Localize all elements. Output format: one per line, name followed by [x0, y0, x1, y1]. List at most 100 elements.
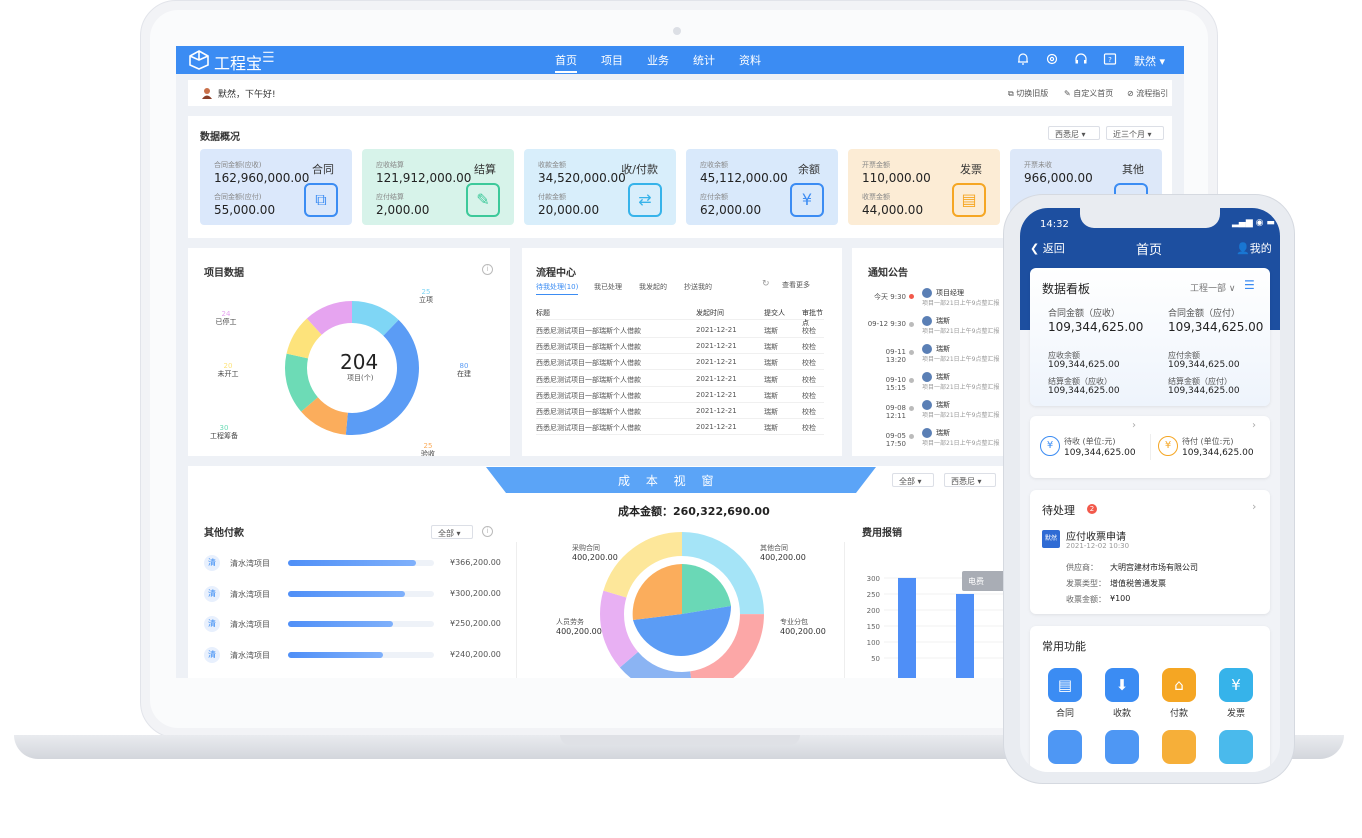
table-row[interactable]: 西悉尼测试项目一部瑞斯个人借款 2021-12-21 瑞斯 校检: [536, 322, 824, 338]
nav-statistics[interactable]: 统计: [693, 54, 715, 67]
stat-card-3[interactable]: 余额 应收余额 45,112,000.00 应付余额 62,000.00 ¥: [686, 149, 838, 225]
tab-cc[interactable]: 抄送我的: [684, 283, 712, 291]
function-icon[interactable]: [1219, 730, 1253, 764]
stat-card-4[interactable]: 发票 开票金额 110,000.00 收票金额 44,000.00 ▤: [848, 149, 1000, 225]
stat-card-label: 应收结算: [376, 161, 404, 169]
notice-text[interactable]: 项目一部21日上午9点整汇报: [922, 300, 1000, 307]
notice-text[interactable]: 项目一部21日上午9点整汇报: [922, 356, 1000, 363]
notice-dot: [909, 322, 914, 327]
bell-icon[interactable]: [1016, 52, 1030, 66]
nav-projects[interactable]: 项目: [601, 54, 623, 67]
logo-cube-icon: [189, 50, 209, 70]
contract-icon: ⧉: [304, 183, 338, 217]
view-more-link[interactable]: 查看更多: [782, 281, 810, 289]
tab-initiated[interactable]: 我发起的: [639, 283, 667, 291]
notice-text[interactable]: 项目一部21日上午9点整汇报: [922, 440, 1000, 447]
switch-icon: ⧉: [1008, 89, 1017, 98]
recv-balance-label: 应收余额: [1048, 351, 1080, 360]
gear-icon[interactable]: [1045, 52, 1059, 66]
contract-icon[interactable]: ▤: [1048, 668, 1082, 702]
function-icon[interactable]: [1048, 730, 1082, 764]
stat-card-label: 收票金额: [862, 193, 890, 201]
cost-region-select[interactable]: 西悉尼 ▾: [944, 473, 996, 487]
function-icon[interactable]: [1105, 730, 1139, 764]
me-label: 我的: [1249, 242, 1272, 255]
function-icon[interactable]: [1162, 730, 1196, 764]
table-row[interactable]: 西悉尼测试项目一部瑞斯个人借款 2021-12-21 瑞斯 校检: [536, 419, 824, 436]
refresh-icon[interactable]: ↻: [762, 279, 770, 289]
amount-label: 收票金额：: [1066, 595, 1106, 604]
table-cell: 2021-12-21: [696, 407, 737, 415]
payment-row[interactable]: 清清水湾项目 ¥240,200.00: [204, 646, 504, 667]
process-guide-link[interactable]: ⊘ 流程指引: [1127, 88, 1168, 99]
receive-icon[interactable]: ⬇: [1105, 668, 1139, 702]
notice-text[interactable]: 项目一部21日上午9点整汇报: [922, 412, 1000, 419]
expense-bar[interactable]: [898, 577, 916, 678]
payment-row[interactable]: 清 清水湾项目 ¥366,200.00: [204, 555, 504, 575]
payment-row[interactable]: 清 清水湾项目 ¥250,200.00: [204, 616, 504, 636]
table-row[interactable]: 西悉尼测试项目一部瑞斯个人借款 2021-12-21 瑞斯 校检: [536, 338, 824, 355]
invoice-icon[interactable]: ¥: [1219, 668, 1253, 702]
stat-card-value: 121,912,000.00: [376, 171, 472, 185]
yen-recv-icon: ¥: [1040, 436, 1060, 456]
menu-toggle-icon[interactable]: ☰: [262, 50, 275, 66]
payment-scope-select[interactable]: 全部 ▾: [431, 525, 473, 539]
tab-processed[interactable]: 我已处理: [594, 283, 622, 291]
me-button[interactable]: 👤我的: [1236, 240, 1272, 256]
phone-notch: [1080, 208, 1220, 228]
function-label: 收款: [1112, 709, 1131, 719]
todo-card[interactable]: 待处理 2 › 默然 应付收票申请 2021-12-02 10:30 供应商： …: [1030, 490, 1270, 614]
donut-slice-验收: [301, 397, 348, 435]
filter-icon[interactable]: ☰: [1244, 278, 1255, 292]
donut-value-label: 25: [424, 442, 433, 450]
chevron-right-icon: ›: [1252, 420, 1256, 431]
stat-card-title: 其他: [1122, 163, 1144, 176]
stat-card-value: 20,000.00: [538, 203, 600, 217]
cost-value-purchase: 400,200.00: [572, 553, 618, 562]
dept-select[interactable]: 工程一部 ∨: [1190, 284, 1236, 294]
table-row[interactable]: 西悉尼测试项目一部瑞斯个人借款 2021-12-21 瑞斯 校检: [536, 403, 824, 419]
table-cell: 瑞斯: [764, 391, 778, 400]
pending-amount-card[interactable]: › › ¥ 待收 (单位:元) 109,344,625.00 ¥ 待付 (单位:…: [1030, 416, 1270, 478]
notice-author: 项目经理: [936, 289, 964, 297]
donut-slice-已停工: [306, 301, 352, 335]
back-button[interactable]: ❮ 返回: [1030, 240, 1065, 256]
table-row[interactable]: 西悉尼测试项目一部瑞斯个人借款 2021-12-21 瑞斯 校检: [536, 371, 824, 387]
divider: [844, 542, 845, 678]
data-board-card: 数据看板 工程一部 ∨ ☰ 合同金额（应收） 109,344,625.00 合同…: [1030, 268, 1270, 406]
nav-home[interactable]: 首页: [555, 52, 577, 73]
stat-card-2[interactable]: 收/付款 收款金额 34,520,000.00 付款金额 20,000.00 ⇄: [524, 149, 676, 225]
payment-bar-track: [288, 621, 434, 627]
stat-card-label: 付款金额: [538, 193, 566, 201]
switch-old-version-link[interactable]: ⧉ 切换旧版: [1008, 88, 1048, 99]
table-row[interactable]: 西悉尼测试项目一部瑞斯个人借款 2021-12-21 瑞斯 校检: [536, 354, 824, 371]
process-guide-label: 流程指引: [1136, 89, 1169, 98]
notice-time: 09-10 15:15: [885, 376, 906, 392]
info-icon[interactable]: i: [482, 526, 493, 537]
custom-home-link[interactable]: ✎ 自定义首页: [1064, 88, 1113, 99]
table-cell: 2021-12-21: [696, 390, 737, 399]
headset-icon[interactable]: [1074, 52, 1088, 66]
cost-scope-select[interactable]: 全部 ▾: [892, 473, 934, 487]
period-select[interactable]: 近三个月 ▾: [1106, 126, 1164, 140]
user-menu[interactable]: 默然 ▾: [1134, 55, 1166, 68]
nav-documents[interactable]: 资料: [739, 54, 761, 67]
chevron-right-icon: ›: [1252, 500, 1257, 513]
stat-card-1[interactable]: 结算 应收结算 121,912,000.00 应付结算 2,000.00 ✎: [362, 149, 514, 225]
notice-text[interactable]: 项目一部21日上午9点整汇报: [922, 384, 1000, 391]
cost-label-purchase: 采购合同: [572, 544, 600, 552]
info-icon[interactable]: i: [482, 264, 493, 275]
y-tick-label: 200: [867, 607, 880, 615]
pay-balance-label: 应付余额: [1168, 351, 1200, 360]
pay-icon[interactable]: ⌂: [1162, 668, 1196, 702]
nav-business[interactable]: 业务: [647, 54, 669, 67]
table-row[interactable]: 西悉尼测试项目一部瑞斯个人借款 2021-12-21 瑞斯 校检: [536, 387, 824, 403]
notice-text[interactable]: 项目一部21日上午9点整汇报: [922, 328, 1000, 335]
help-icon[interactable]: ?: [1103, 52, 1117, 66]
stat-card-0[interactable]: 合同 合同金额(应收) 162,960,000.00 合同金额(应付) 55,000.0…: [200, 149, 352, 225]
tab-pending[interactable]: 待我处理(10): [536, 282, 579, 295]
expense-tooltip-label: 电费: [968, 577, 984, 586]
region-select[interactable]: 西悉尼 ▾: [1048, 126, 1100, 140]
expense-bar[interactable]: [956, 593, 974, 678]
payment-row[interactable]: 清清水湾项目 ¥300,200.00: [204, 585, 504, 606]
